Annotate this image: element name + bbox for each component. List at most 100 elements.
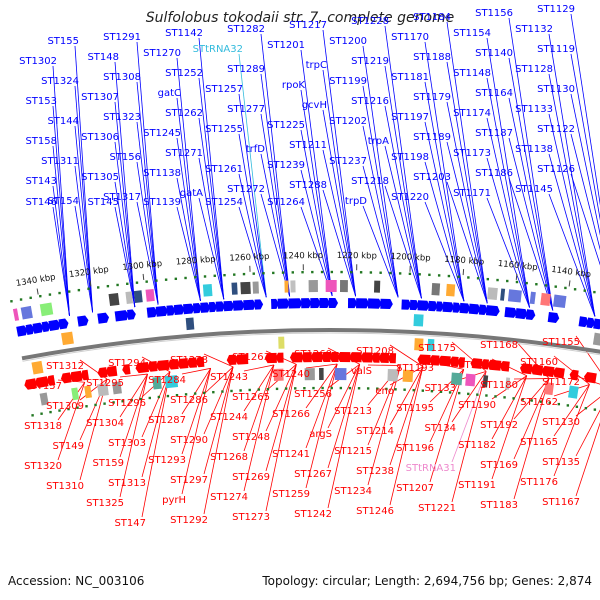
leader-line <box>424 121 465 302</box>
gene-label: ST159 <box>92 458 124 469</box>
forward-gene-arrow <box>41 321 51 333</box>
ring-dot <box>10 300 13 303</box>
leader-line <box>300 169 333 297</box>
gene-label: ST1225 <box>267 120 305 131</box>
annotation-block <box>290 280 296 293</box>
ring-dot <box>284 387 288 390</box>
leader-line <box>508 17 554 311</box>
leader-line <box>238 133 267 298</box>
ring-dot <box>29 296 32 300</box>
leader-line <box>74 205 94 313</box>
gene-label: ST1180 <box>480 380 518 391</box>
gene-label: ST1179 <box>413 92 451 103</box>
forward-gene-arrow <box>452 302 462 313</box>
gene-label: ST146 <box>25 197 57 208</box>
gene-label: ST1239 <box>267 160 305 171</box>
reverse-gene-arrow <box>60 372 72 384</box>
leader-line <box>570 13 600 206</box>
leader-line <box>300 49 333 297</box>
leader-line <box>136 41 159 305</box>
forward-gene-arrow <box>243 299 256 311</box>
ring-dot <box>557 402 561 406</box>
tick-label: 1340 kbp <box>15 272 56 289</box>
gene-label: ST1295 <box>86 378 124 389</box>
leader-line <box>491 375 527 400</box>
annotation-block <box>240 281 251 295</box>
reverse-gene-arrow <box>387 353 397 364</box>
gene-label: ST134 <box>424 423 456 434</box>
forward-gene-arrow <box>525 309 536 320</box>
forward-gene-arrow <box>288 298 303 309</box>
leader-line <box>424 41 465 302</box>
gene-label: ST1181 <box>391 72 429 83</box>
reverse-gene-arrow <box>69 370 83 383</box>
ring-dot <box>194 275 197 279</box>
annotation-block <box>61 331 74 346</box>
gene-label: trpD <box>345 196 367 207</box>
leader-line <box>384 25 422 299</box>
gene-label: ST1312 <box>46 361 84 372</box>
ring-dot <box>223 273 226 277</box>
forward-gene-arrow <box>367 298 382 309</box>
leader-line <box>486 37 530 308</box>
tick-mark <box>142 273 145 280</box>
annotation-block <box>427 338 435 352</box>
reverse-gene-arrow <box>310 352 323 363</box>
reverse-gene-arrow <box>569 369 579 381</box>
gene-label: ST1156 <box>475 8 513 19</box>
ring-dot <box>593 408 597 411</box>
reverse-gene-arrow <box>289 352 303 363</box>
ring-dot <box>272 271 275 275</box>
reverse-gene-arrow <box>584 371 597 384</box>
leader-line <box>74 125 94 313</box>
leader-line <box>491 375 528 480</box>
gene-label: ST1148 <box>453 68 491 79</box>
gene-label: ST1217 <box>289 20 327 31</box>
leader-line <box>260 73 291 297</box>
leader-line <box>260 153 291 297</box>
ring-dot <box>548 401 551 405</box>
ring-dot <box>40 412 43 415</box>
forward-gene-arrow <box>200 302 211 313</box>
gene-label: ST1128 <box>515 64 553 75</box>
ring-dot <box>584 406 588 410</box>
leader-line <box>424 201 465 302</box>
gene-label: ST1208 <box>356 346 394 357</box>
ring-dot <box>369 271 373 274</box>
ring-dot <box>121 400 124 403</box>
reverse-gene-arrow <box>177 358 189 369</box>
annotation-block <box>482 375 489 388</box>
scale-ticks: 1340 kbp 1320 kbp 1300 kbp 1280 kbp 1260 kbp… <box>10 251 597 417</box>
annotation-block <box>202 284 213 297</box>
gene-label: ST1171 <box>453 188 491 199</box>
backbone-shadow <box>22 332 600 362</box>
forward-gene-arrow <box>504 306 518 318</box>
leader-line <box>141 371 171 478</box>
gene-label: ST1309 <box>46 401 84 412</box>
reverse-gene-arrow <box>349 352 362 363</box>
ring-dot <box>239 389 242 392</box>
gene-label: ST1214 <box>356 426 394 437</box>
gene-label: ST1197 <box>391 112 429 123</box>
ring-dot <box>430 389 434 393</box>
leader-line <box>486 117 530 308</box>
ring-dot <box>203 391 206 395</box>
gene-label: ST1130 <box>542 417 580 428</box>
annotation-block <box>487 287 498 301</box>
leader-line <box>57 382 86 461</box>
ring-dot <box>175 393 179 397</box>
gene-label: ST1320 <box>24 461 62 472</box>
annotation-block <box>39 392 49 406</box>
ring-dot <box>242 272 246 276</box>
annotation-block <box>413 314 424 327</box>
leader-line <box>451 371 487 423</box>
reverse-gene-arrow <box>360 352 373 363</box>
forward-gene-arrow <box>578 316 589 328</box>
genome-backbone <box>21 328 600 362</box>
ring-dot <box>58 291 61 295</box>
ring-dot <box>213 274 216 278</box>
ring-dot <box>437 274 441 277</box>
gene-label: ST1243 <box>210 372 248 383</box>
leader-line <box>238 93 267 298</box>
ring-dot <box>573 288 577 291</box>
